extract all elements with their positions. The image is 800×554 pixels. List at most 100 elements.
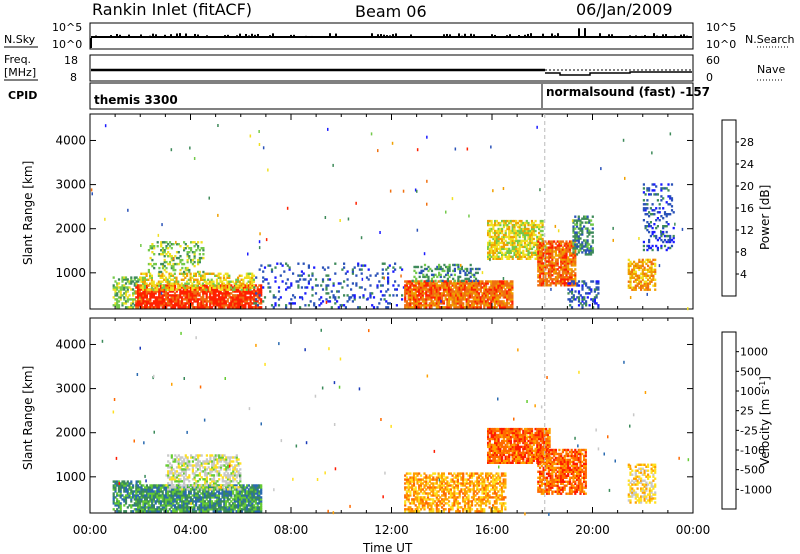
data-cell (160, 249, 163, 252)
data-cell (427, 265, 430, 269)
data-cell (425, 300, 428, 303)
data-cell (667, 238, 670, 242)
data-cell (577, 237, 580, 240)
data-cell (586, 227, 589, 230)
data-cell (246, 292, 249, 295)
data-cell (497, 296, 500, 299)
data-cell (441, 292, 444, 295)
data-cell (506, 296, 509, 299)
data-cell (229, 286, 233, 289)
data-cell (207, 508, 210, 511)
data-cell (404, 284, 407, 287)
data-cell (177, 282, 180, 285)
data-cell (487, 233, 490, 237)
data-cell (130, 298, 133, 301)
data-cell (644, 213, 647, 216)
data-cell (230, 298, 233, 301)
data-cell (188, 490, 191, 493)
data-cell (202, 300, 205, 303)
data-cell (627, 268, 630, 271)
data-cell (114, 504, 117, 507)
data-cell (177, 288, 180, 291)
data-cell (228, 274, 231, 277)
data-cell (130, 276, 133, 279)
data-cell (653, 234, 656, 238)
data-cell (651, 203, 654, 206)
data-cell (445, 265, 448, 269)
data-cell (216, 300, 219, 303)
data-cell (244, 302, 247, 305)
data-cell (226, 304, 229, 307)
data-cell (154, 486, 157, 489)
data-cell (502, 280, 505, 283)
data-cell (253, 286, 256, 289)
data-cell (467, 290, 470, 293)
data-cell (181, 508, 184, 511)
data-cell (245, 274, 248, 277)
data-cell (544, 274, 547, 277)
data-cell (168, 502, 171, 505)
data-cell (488, 231, 491, 235)
data-cell (565, 264, 568, 267)
data-cell (166, 292, 170, 295)
data-cell (544, 266, 547, 269)
data-cell (223, 498, 226, 501)
data-cell (497, 235, 500, 239)
data-cell (500, 284, 503, 287)
data-cell (536, 237, 539, 241)
data-cell (116, 502, 119, 505)
data-cell (151, 506, 154, 509)
data-cell (462, 296, 465, 299)
data-cell (179, 508, 182, 511)
data-cell (117, 296, 121, 299)
data-cell (195, 300, 198, 303)
data-cell (565, 270, 568, 273)
data-cell (226, 510, 229, 513)
data-cell (483, 304, 486, 307)
data-cell (178, 286, 182, 289)
data-cell (432, 300, 435, 303)
data-cell (565, 262, 568, 265)
data-cell (258, 284, 261, 287)
data-cell (239, 286, 242, 289)
data-cell (175, 498, 178, 501)
data-cell (172, 262, 175, 266)
data-cell (198, 258, 201, 262)
data-cell (339, 304, 342, 307)
data-cell (633, 260, 636, 264)
data-cell (246, 290, 249, 293)
data-cell (193, 245, 196, 248)
data-cell (166, 304, 170, 307)
data-cell (142, 286, 145, 289)
noise-cell (259, 232, 261, 236)
data-cell (184, 268, 187, 272)
data-cell (181, 510, 184, 513)
data-cell (540, 244, 543, 247)
data-cell (581, 288, 584, 291)
data-cell (411, 306, 414, 309)
data-cell (522, 229, 525, 233)
data-cell (520, 245, 523, 249)
data-cell (193, 306, 196, 309)
noise-cell (622, 138, 625, 142)
data-cell (119, 484, 122, 487)
data-cell (149, 500, 152, 503)
data-cell (501, 231, 504, 235)
data-cell (643, 272, 646, 275)
data-cell (126, 484, 129, 487)
data-cell (472, 284, 475, 287)
data-cell (426, 288, 430, 291)
data-cell (174, 255, 177, 258)
data-cell (508, 251, 511, 254)
data-cell (493, 290, 496, 293)
data-cell (189, 496, 192, 499)
data-cell (474, 277, 478, 281)
data-cell (198, 302, 201, 305)
data-cell (191, 292, 194, 295)
data-cell (228, 282, 231, 285)
data-cell (170, 272, 173, 275)
data-cell (518, 249, 521, 253)
data-cell (456, 286, 459, 289)
data-cell (490, 235, 493, 239)
data-cell (168, 508, 171, 511)
